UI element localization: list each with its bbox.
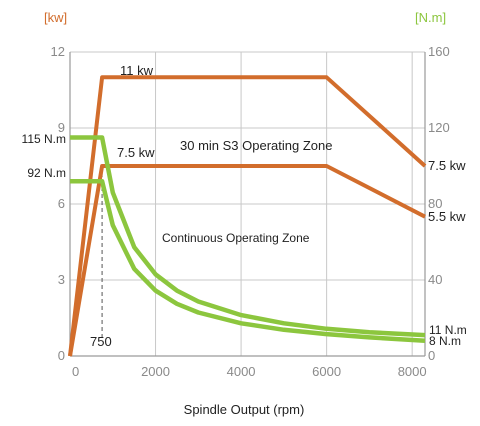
label-continuous-zone: Continuous Operating Zone (162, 231, 310, 245)
grid-layer (69, 51, 425, 357)
y-right-tick-label: 160 (428, 44, 450, 59)
y-left-tick-label: 6 (58, 196, 65, 211)
torque-curve-3 (70, 178, 426, 344)
y-left-tick-label: 9 (58, 120, 65, 135)
y-right-tick-label: 120 (428, 120, 450, 135)
x-tick-label: 0 (72, 364, 79, 379)
y-right-tick-label: 0 (428, 348, 435, 363)
label-end-5-5kw: 5.5 kw (428, 209, 466, 224)
power-curve-1 (68, 164, 426, 357)
right-axis-unit: [N.m] (415, 10, 446, 25)
x-tick-label: 4000 (227, 364, 256, 379)
x-tick-label: 6000 (312, 364, 341, 379)
x-tick-label: 2000 (141, 364, 170, 379)
label-92nm: 92 N.m (27, 166, 66, 180)
power-curve-0 (68, 75, 427, 357)
label-7-5kw: 7.5 kw (117, 145, 155, 160)
x-tick-label: 8000 (398, 364, 427, 379)
label-8nm: 8 N.m (429, 334, 461, 348)
axis-layer (69, 52, 426, 357)
x-axis-label: Spindle Output (rpm) (184, 402, 305, 417)
label-11kw: 11 kw (120, 63, 154, 78)
label-s3-zone: 30 min S3 Operating Zone (180, 138, 332, 153)
label-115nm: 115 N.m (22, 132, 66, 146)
y-left-tick-label: 3 (58, 272, 65, 287)
left-axis-unit: [kw] (44, 10, 67, 25)
y-right-tick-label: 80 (428, 196, 442, 211)
text-layer: [kw] [N.m] Spindle Output (rpm) 11 kw 7.… (22, 10, 467, 417)
torque-curve-2 (70, 135, 426, 338)
y-left-tick-label: 12 (51, 44, 65, 59)
label-end-7-5kw: 7.5 kw (428, 158, 466, 173)
label-750-rpm: 750 (90, 334, 112, 349)
y-left-tick-label: 0 (58, 348, 65, 363)
series-layer (68, 75, 427, 357)
y-right-tick-label: 40 (428, 272, 442, 287)
label-11nm: 11 N.m (429, 323, 467, 337)
